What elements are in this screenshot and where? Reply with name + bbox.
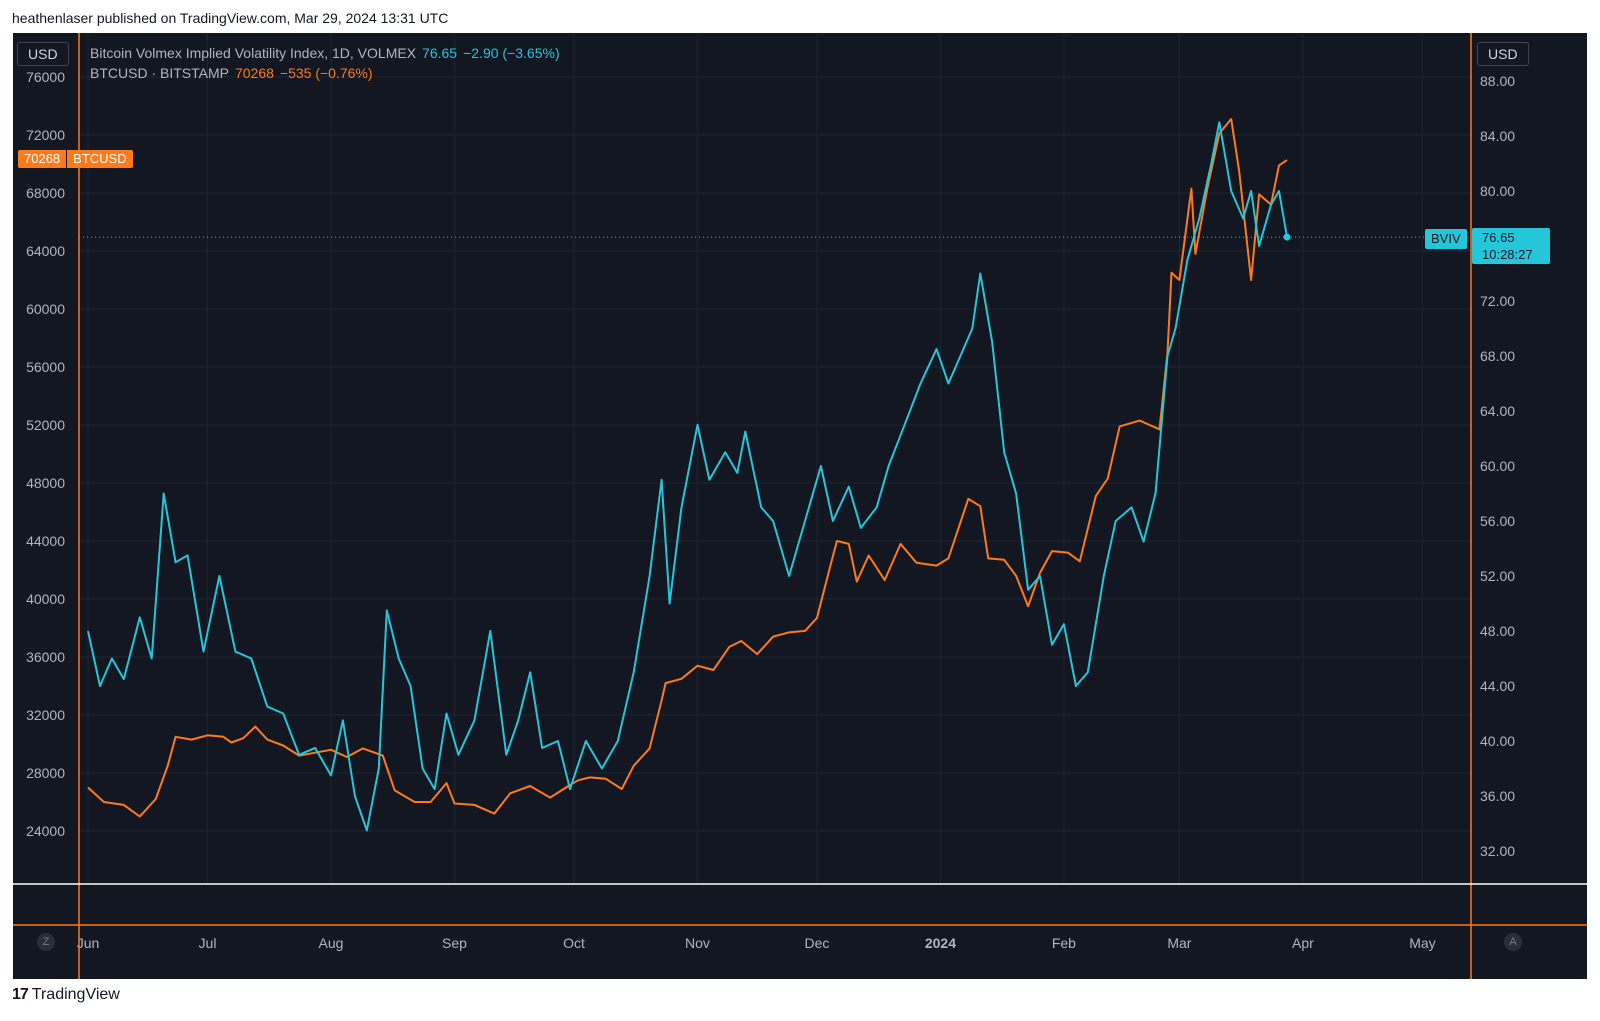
left-tick-label: 44000 xyxy=(26,533,65,549)
time-tick-label: Feb xyxy=(1052,935,1076,951)
left-tick-label: 40000 xyxy=(26,591,65,607)
right-tick-label: 72.00 xyxy=(1480,293,1515,309)
bviv-last-point xyxy=(1283,233,1291,241)
btc-badge-name: BTCUSD xyxy=(73,151,127,166)
time-tick-label: Dec xyxy=(804,935,829,951)
right-tick-label: 80.00 xyxy=(1480,183,1515,199)
right-tick-label: 40.00 xyxy=(1480,733,1515,749)
time-tick-label: Mar xyxy=(1167,935,1191,951)
time-tick-label: Sep xyxy=(442,935,467,951)
bviv-price-badge: 76.65 10:28:27 xyxy=(1472,228,1550,264)
left-price-axis[interactable]: 24000 28000 32000 36000 40000 44000 48000 52000… xyxy=(26,69,65,839)
left-tick-label: 64000 xyxy=(26,243,65,259)
chart-panel[interactable]: 24000 28000 32000 36000 40000 44000 48000 52000… xyxy=(13,33,1587,979)
brand-name: TradingView xyxy=(31,986,120,1003)
legend-btc-value: 70268 xyxy=(234,65,274,81)
right-tick-label: 56.00 xyxy=(1480,513,1515,529)
left-tick-label: 76000 xyxy=(26,69,65,85)
time-axis[interactable]: Jun Jul Aug Sep Oct Nov Dec 2024 Feb Mar Apr May xyxy=(77,935,1436,951)
legend-bviv-name: Bitcoin Volmex Implied Volatility Index,… xyxy=(90,45,417,61)
series-line-btcusd xyxy=(87,118,1288,818)
badge-separator xyxy=(66,150,68,168)
auto-scale-toggle[interactable]: A xyxy=(1504,933,1522,951)
time-tick-label: May xyxy=(1409,935,1435,951)
right-tick-label: 68.00 xyxy=(1480,348,1515,364)
btc-badge-value: 70268 xyxy=(24,151,61,166)
time-tick-label: Aug xyxy=(319,935,344,951)
left-tick-label: 32000 xyxy=(26,707,65,723)
left-tick-label: 24000 xyxy=(26,823,65,839)
series-lines xyxy=(79,118,1471,832)
right-currency-button[interactable]: USD xyxy=(1477,42,1529,66)
legend-btc-name: BTCUSD · BITSTAMP xyxy=(90,65,229,81)
right-tick-label: 52.00 xyxy=(1480,568,1515,584)
left-tick-label: 48000 xyxy=(26,475,65,491)
bviv-countdown: 10:28:27 xyxy=(1482,247,1533,262)
legend-btc-change: −535 (−0.76%) xyxy=(279,65,373,81)
publish-info: heathenlaser published on TradingView.co… xyxy=(12,10,449,26)
left-tick-label: 72000 xyxy=(26,127,65,143)
right-tick-label: 36.00 xyxy=(1480,788,1515,804)
bviv-series-tag: BVIV xyxy=(1425,229,1467,249)
right-tick-label: 64.00 xyxy=(1480,403,1515,419)
left-tick-label: 68000 xyxy=(26,185,65,201)
time-tick-label: Nov xyxy=(685,935,710,951)
right-tick-label: 88.00 xyxy=(1480,73,1515,89)
right-tick-label: 60.00 xyxy=(1480,458,1515,474)
series-line-bviv xyxy=(87,121,1288,832)
left-tick-label: 36000 xyxy=(26,649,65,665)
left-tick-label: 28000 xyxy=(26,765,65,781)
left-tick-label: 56000 xyxy=(26,359,65,375)
legend-bviv-value: 76.65 xyxy=(422,45,458,61)
time-tick-label: Apr xyxy=(1292,935,1314,951)
axis-borders xyxy=(13,33,1587,979)
left-currency-button[interactable]: USD xyxy=(17,42,69,66)
log-scale-toggle[interactable]: Z xyxy=(37,933,55,951)
right-tick-label: 32.00 xyxy=(1480,843,1515,859)
right-tick-label: 44.00 xyxy=(1480,678,1515,694)
legend-row-bviv[interactable]: Bitcoin Volmex Implied Volatility Index,… xyxy=(90,43,560,63)
bviv-badge-value: 76.65 xyxy=(1482,230,1515,245)
legend-row-btc[interactable]: BTCUSD · BITSTAMP 70268 −535 (−0.76%) xyxy=(90,63,560,83)
chart-canvas[interactable]: 24000 28000 32000 36000 40000 44000 48000 52000… xyxy=(13,33,1587,979)
legend-bviv-change: −2.90 (−3.65%) xyxy=(463,45,560,61)
time-tick-label: 2024 xyxy=(925,935,956,951)
grid xyxy=(79,33,1471,884)
time-tick-label: Jul xyxy=(199,935,217,951)
time-tick-label: Oct xyxy=(563,935,585,951)
chart-legend: Bitcoin Volmex Implied Volatility Index,… xyxy=(90,43,560,83)
left-tick-label: 52000 xyxy=(26,417,65,433)
tradingview-brand[interactable]: 17 TradingView xyxy=(12,986,120,1004)
btc-price-badge: 70268 BTCUSD xyxy=(18,150,133,168)
right-tick-label: 84.00 xyxy=(1480,128,1515,144)
right-tick-label: 48.00 xyxy=(1480,623,1515,639)
left-tick-label: 60000 xyxy=(26,301,65,317)
time-tick-label: Jun xyxy=(77,935,100,951)
tradingview-logo-icon: 17 xyxy=(12,986,29,1003)
right-price-axis[interactable]: 32.00 36.00 40.00 44.00 48.00 52.00 56.00 60.00… xyxy=(1480,73,1515,859)
